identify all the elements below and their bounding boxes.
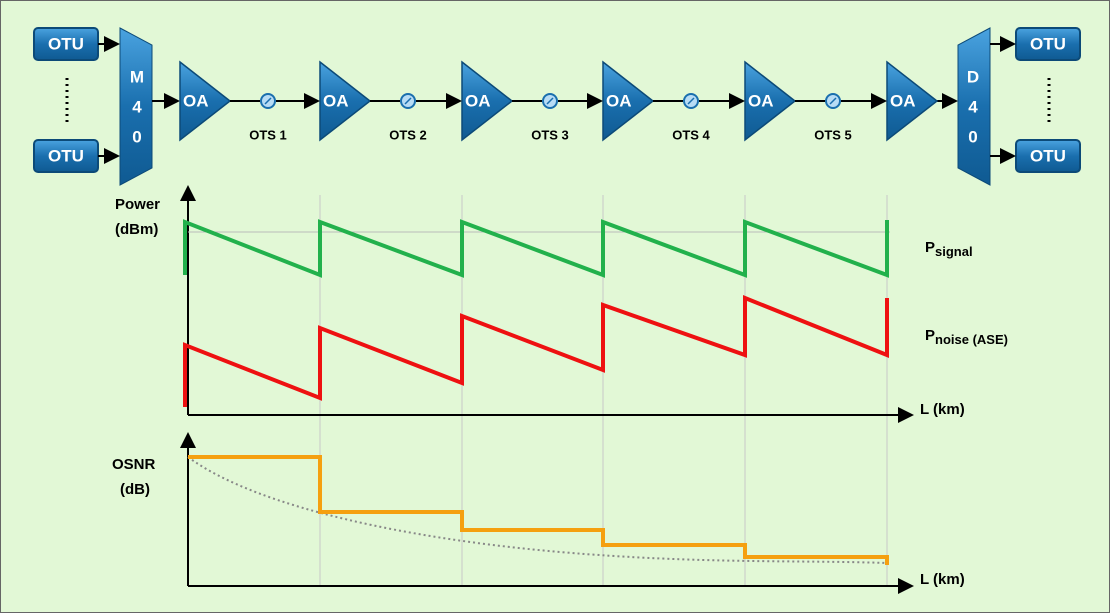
otu-label: OTU bbox=[1030, 146, 1066, 165]
span-label: OTS 1 bbox=[249, 127, 287, 142]
noise-curve bbox=[183, 295, 889, 407]
amplifier bbox=[602, 60, 655, 142]
otu-label: OTU bbox=[1030, 34, 1066, 53]
demux bbox=[957, 27, 991, 186]
amplifier bbox=[179, 60, 232, 142]
signal-label: Psignal bbox=[925, 239, 973, 259]
span-label: OTS 2 bbox=[389, 127, 427, 142]
signal-curve bbox=[183, 219, 889, 278]
osnr-unit: (dB) bbox=[120, 481, 150, 498]
osnr-label: OSNR bbox=[112, 456, 156, 473]
span-label: OTS 3 bbox=[531, 127, 569, 142]
power-x-label: L (km) bbox=[920, 401, 965, 418]
fiber-spool-mark bbox=[687, 97, 695, 105]
demux-letter: D bbox=[967, 67, 979, 86]
fiber-spool-mark bbox=[829, 97, 837, 105]
otu-box bbox=[1015, 139, 1081, 173]
demux-letter: 0 bbox=[968, 127, 977, 146]
span-label: OTS 4 bbox=[672, 127, 710, 142]
amplifier-label: OA bbox=[748, 91, 774, 110]
fiber-spool-mark bbox=[546, 97, 554, 105]
mux-letter: 4 bbox=[132, 97, 142, 116]
otu-label: OTU bbox=[48, 34, 84, 53]
amplifier bbox=[744, 60, 797, 142]
demux-letter: 4 bbox=[968, 97, 978, 116]
amplifier bbox=[461, 60, 514, 142]
amplifier-label: OA bbox=[323, 91, 349, 110]
amplifier bbox=[319, 60, 372, 142]
mux-letter: 0 bbox=[132, 127, 141, 146]
signal-label-main: P bbox=[925, 239, 935, 256]
fiber-spool-mark bbox=[404, 97, 412, 105]
span-label: OTS 5 bbox=[814, 127, 852, 142]
power-unit: (dBm) bbox=[115, 221, 158, 238]
noise-label: Pnoise (ASE) bbox=[925, 327, 1008, 347]
noise-label-main: P bbox=[925, 327, 935, 344]
amplifier bbox=[886, 60, 939, 142]
mux bbox=[119, 27, 153, 186]
osnr-x-label: L (km) bbox=[920, 571, 965, 588]
amplifier-label: OA bbox=[183, 91, 209, 110]
fiber-spool-mark bbox=[264, 97, 272, 105]
otu-label: OTU bbox=[48, 146, 84, 165]
signal-label-sub: signal bbox=[935, 244, 973, 259]
noise-label-sub: noise (ASE) bbox=[935, 332, 1008, 347]
mux-letter: M bbox=[130, 67, 144, 86]
amplifier-label: OA bbox=[465, 91, 491, 110]
power-label: Power bbox=[115, 196, 160, 213]
osnr-curve bbox=[188, 455, 889, 565]
otu-box bbox=[1015, 27, 1081, 61]
amplifier-label: OA bbox=[606, 91, 632, 110]
amplifier-label: OA bbox=[890, 91, 916, 110]
